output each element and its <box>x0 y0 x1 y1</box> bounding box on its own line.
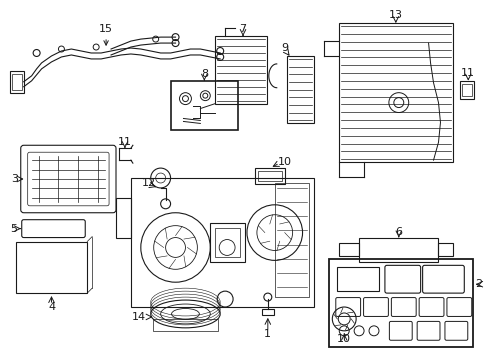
Text: 12: 12 <box>142 178 156 188</box>
Text: 10: 10 <box>337 334 351 344</box>
Bar <box>275 183 310 297</box>
Bar <box>462 84 472 96</box>
Bar <box>439 243 453 256</box>
Bar <box>339 23 453 162</box>
Bar <box>329 260 473 347</box>
Text: 2: 2 <box>475 279 482 289</box>
Bar <box>171 81 238 130</box>
Text: 9: 9 <box>281 43 288 53</box>
Text: 7: 7 <box>240 24 246 34</box>
Bar <box>215 228 240 257</box>
Bar <box>16 242 87 293</box>
Text: 13: 13 <box>389 10 403 20</box>
Bar <box>255 168 285 184</box>
Bar <box>12 74 22 90</box>
Text: 5: 5 <box>10 224 17 234</box>
Text: 3: 3 <box>11 174 18 184</box>
Bar <box>337 267 379 291</box>
Bar <box>215 36 267 104</box>
Bar <box>339 243 359 256</box>
Text: 6: 6 <box>395 226 402 237</box>
Text: 8: 8 <box>201 69 208 79</box>
Bar <box>10 71 24 93</box>
Bar <box>116 198 131 238</box>
Bar <box>359 238 439 262</box>
Text: 4: 4 <box>48 302 55 312</box>
Bar <box>262 309 274 315</box>
Text: 15: 15 <box>99 24 113 45</box>
Bar <box>287 56 315 123</box>
Bar <box>258 171 282 181</box>
Text: 10: 10 <box>278 157 292 167</box>
Text: 14: 14 <box>132 312 146 322</box>
Bar <box>131 178 315 307</box>
Text: 11: 11 <box>461 68 475 78</box>
Bar <box>210 223 245 262</box>
Bar <box>460 81 474 99</box>
Text: 11: 11 <box>118 137 132 147</box>
Bar <box>153 319 218 331</box>
Text: 1: 1 <box>264 329 271 339</box>
